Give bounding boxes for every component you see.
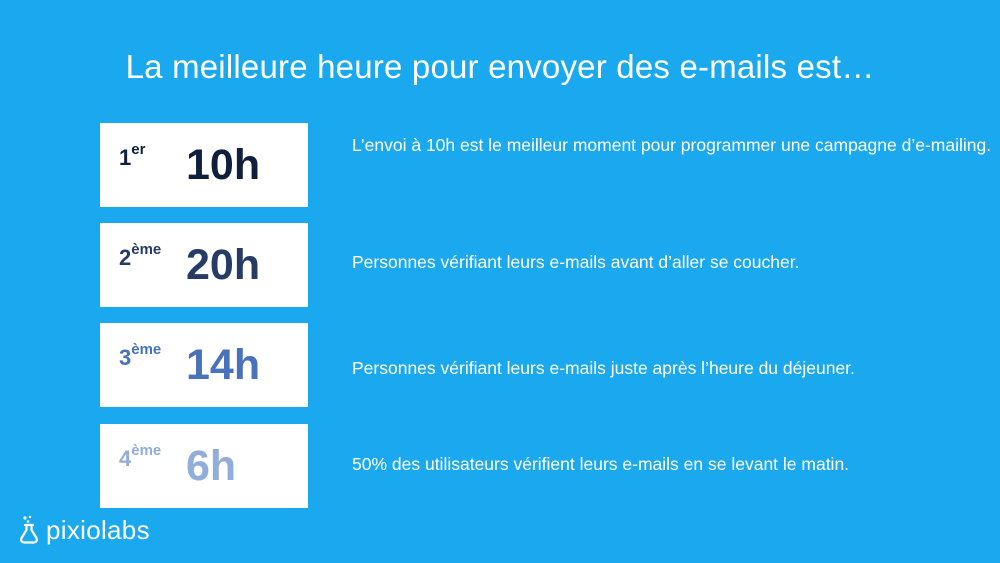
hour-value: 6h: [186, 442, 237, 490]
rank-number: 4: [119, 446, 132, 471]
rank-number: 2: [119, 245, 132, 270]
pixiolabs-logo: pixiolabs: [18, 514, 150, 546]
rank-description: Personnes vérifiant leurs e-mails avant …: [352, 252, 800, 272]
rank-box: 1er 10h: [100, 123, 308, 207]
rank-description: L’envoi à 10h est le meilleur moment pou…: [352, 135, 992, 155]
hour-value: 20h: [186, 241, 261, 289]
rank-number: 3: [119, 345, 132, 370]
rank-label: 1er: [119, 141, 145, 171]
rank-box: 3ème 14h: [100, 323, 308, 407]
rank-number: 1: [119, 145, 132, 170]
ranking-row-2: 2ème 20h Personnes vérifiant leurs e-mai…: [100, 223, 1000, 307]
rank-label: 4ème: [119, 442, 161, 472]
rank-suffix: ème: [131, 442, 162, 459]
rank-box: 4ème 6h: [100, 424, 308, 508]
rank-suffix: er: [131, 141, 146, 158]
flask-icon: [20, 515, 38, 544]
ranking-row-4: 4ème 6h 50% des utilisateurs vérifient l…: [100, 424, 1000, 508]
hour-value: 14h: [186, 341, 261, 389]
page-title: La meilleure heure pour envoyer des e-ma…: [125, 48, 875, 85]
rank-label: 3ème: [119, 341, 161, 371]
logo-text: pixiolabs: [46, 514, 150, 545]
ranking-row-3: 3ème 14h Personnes vérifiant leurs e-mai…: [100, 323, 1000, 407]
rank-description: 50% des utilisateurs vérifient leurs e-m…: [352, 454, 850, 474]
rank-label: 2ème: [119, 241, 161, 271]
rank-box: 2ème 20h: [100, 223, 308, 307]
rank-suffix: ème: [131, 341, 162, 358]
hour-value: 10h: [186, 141, 261, 189]
rank-suffix: ème: [131, 241, 162, 258]
rank-description: Personnes vérifiant leurs e-mails juste …: [352, 358, 855, 378]
ranking-row-1: 1er 10h L’envoi à 10h est le meilleur mo…: [100, 123, 1000, 207]
